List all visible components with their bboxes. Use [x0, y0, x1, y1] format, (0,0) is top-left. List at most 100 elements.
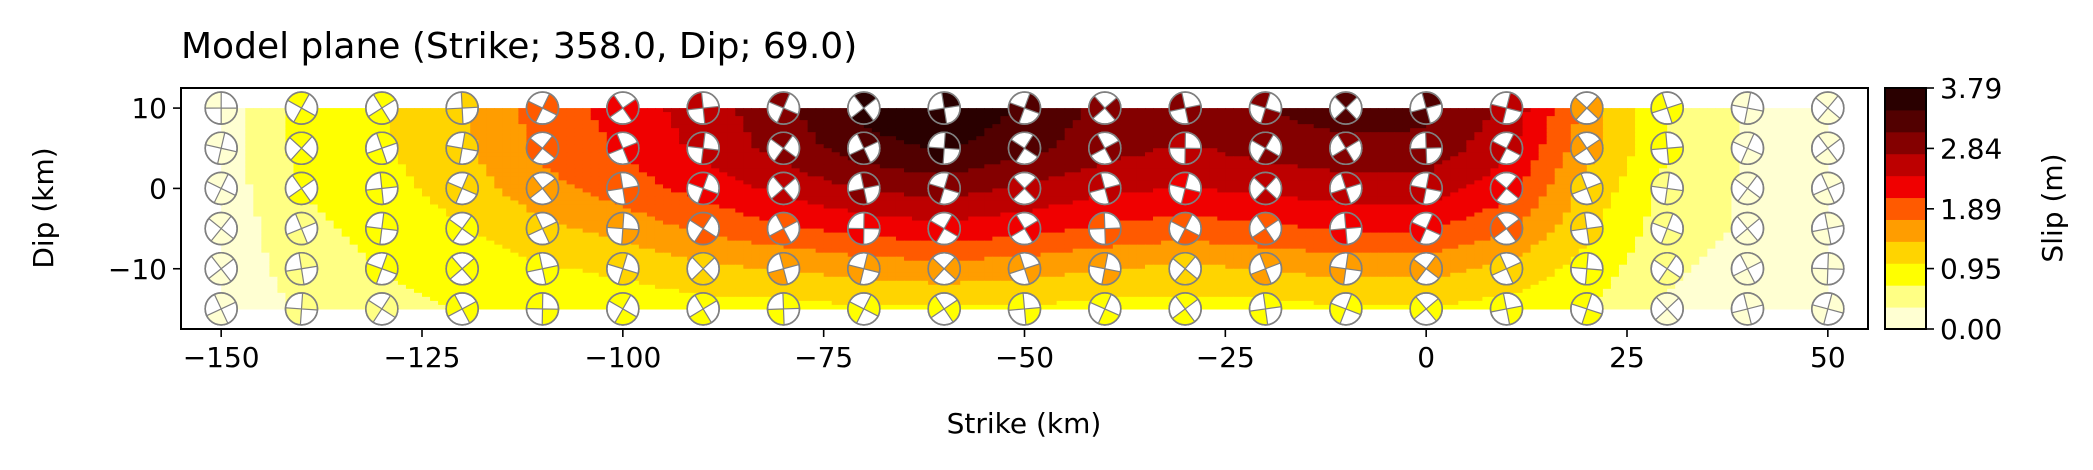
- slip-cell: [1562, 120, 1572, 125]
- slip-cell: [598, 120, 608, 125]
- slip-cell: [1546, 176, 1556, 181]
- slip-cell: [349, 196, 359, 202]
- slip-cell: [1450, 112, 1459, 117]
- slip-cell: [397, 168, 407, 173]
- slip-cell: [1056, 184, 1066, 190]
- slip-cell: [815, 152, 825, 157]
- slip-cell: [1763, 152, 1773, 157]
- slip-cell: [542, 128, 552, 133]
- slip-cell: [237, 176, 246, 181]
- slip-cell: [679, 188, 688, 194]
- slip-cell: [237, 164, 246, 169]
- slip-cell: [663, 172, 672, 177]
- slip-cell: [341, 188, 351, 194]
- slip-cell: [598, 192, 608, 198]
- slip-cell: [397, 164, 407, 169]
- slip-cell: [1000, 128, 1010, 133]
- slip-cell: [807, 124, 817, 129]
- slip-cell: [1514, 200, 1524, 206]
- slip-cell: [1546, 124, 1556, 129]
- slip-cell: [486, 160, 495, 165]
- slip-cell: [1040, 176, 1050, 181]
- slip-cell: [1482, 176, 1492, 181]
- slip-cell: [1201, 120, 1210, 125]
- slip-cell: [1426, 204, 1435, 210]
- slip-cell: [1779, 184, 1789, 190]
- slip-cell: [904, 180, 913, 185]
- slip-cell: [920, 180, 929, 185]
- slip-cell: [245, 120, 254, 125]
- slip-cell: [1241, 188, 1251, 194]
- slip-cell: [1683, 176, 1692, 181]
- slip-cell: [1305, 108, 1315, 113]
- slip-cell: [510, 128, 519, 133]
- slip-cell: [389, 204, 399, 210]
- slip-cell: [1297, 172, 1307, 177]
- slip-cell: [1458, 124, 1467, 129]
- slip-cell: [1080, 180, 1090, 185]
- slip-cell: [823, 132, 833, 137]
- slip-cell: [1779, 120, 1789, 125]
- slip-cell: [438, 140, 447, 145]
- slip-cell: [1458, 136, 1467, 141]
- slip-cell: [1185, 168, 1194, 173]
- slip-cell: [1458, 128, 1467, 133]
- slip-cell: [422, 152, 431, 157]
- slip-cell: [397, 124, 407, 129]
- slip-cell: [341, 204, 351, 210]
- slip-cell: [1771, 164, 1781, 169]
- slip-cell: [1490, 200, 1500, 206]
- slip-cell: [1402, 132, 1411, 137]
- slip-cell: [486, 136, 495, 141]
- slip-cell: [1201, 192, 1210, 198]
- slip-cell: [1281, 172, 1291, 177]
- slip-cell: [1128, 132, 1138, 137]
- slip-cell: [815, 124, 825, 129]
- slip-cell: [1386, 184, 1395, 190]
- slip-cell: [405, 140, 415, 145]
- slip-cell: [1225, 132, 1234, 137]
- slip-cell: [1072, 140, 1082, 145]
- slip-cell: [807, 136, 817, 141]
- slip-cell: [1570, 204, 1580, 210]
- slip-cell: [638, 192, 648, 198]
- slip-cell: [1466, 160, 1475, 165]
- slip-cell: [1000, 132, 1010, 137]
- slip-cell: [269, 152, 278, 157]
- slip-cell: [1482, 112, 1492, 117]
- slip-cell: [486, 180, 495, 185]
- slip-cell: [807, 152, 817, 157]
- slip-cell: [1546, 192, 1556, 198]
- slip-cell: [1450, 180, 1459, 185]
- slip-cell: [1153, 200, 1162, 206]
- slip-cell: [590, 196, 600, 202]
- slip-cell: [1201, 136, 1210, 141]
- slip-cell: [1586, 128, 1596, 133]
- slip-cell: [895, 152, 905, 157]
- slip-cell: [1136, 204, 1146, 210]
- slip-cell: [1394, 156, 1403, 161]
- slip-cell: [719, 172, 728, 177]
- slip-cell: [823, 168, 833, 173]
- slip-cell: [1763, 188, 1773, 194]
- slip-cell: [261, 128, 270, 133]
- slip-cell: [325, 124, 335, 129]
- slip-cell: [614, 168, 624, 173]
- slip-cell: [1466, 176, 1475, 181]
- slip-cell: [960, 120, 969, 125]
- slip-cell: [1618, 108, 1628, 113]
- slip-cell: [1530, 192, 1540, 198]
- slip-cell: [237, 116, 246, 121]
- slip-cell: [510, 152, 519, 157]
- slip-cell: [542, 164, 552, 169]
- slip-cell: [430, 156, 439, 161]
- slip-cell: [1410, 132, 1419, 137]
- slip-cell: [992, 152, 1001, 157]
- slip-cell: [671, 172, 680, 177]
- slip-cell: [1225, 136, 1234, 141]
- slip-cell: [534, 168, 544, 173]
- slip-cell: [1755, 124, 1765, 129]
- slip-cell: [1458, 152, 1467, 157]
- slip-cell: [566, 128, 576, 133]
- slip-cell: [317, 192, 327, 198]
